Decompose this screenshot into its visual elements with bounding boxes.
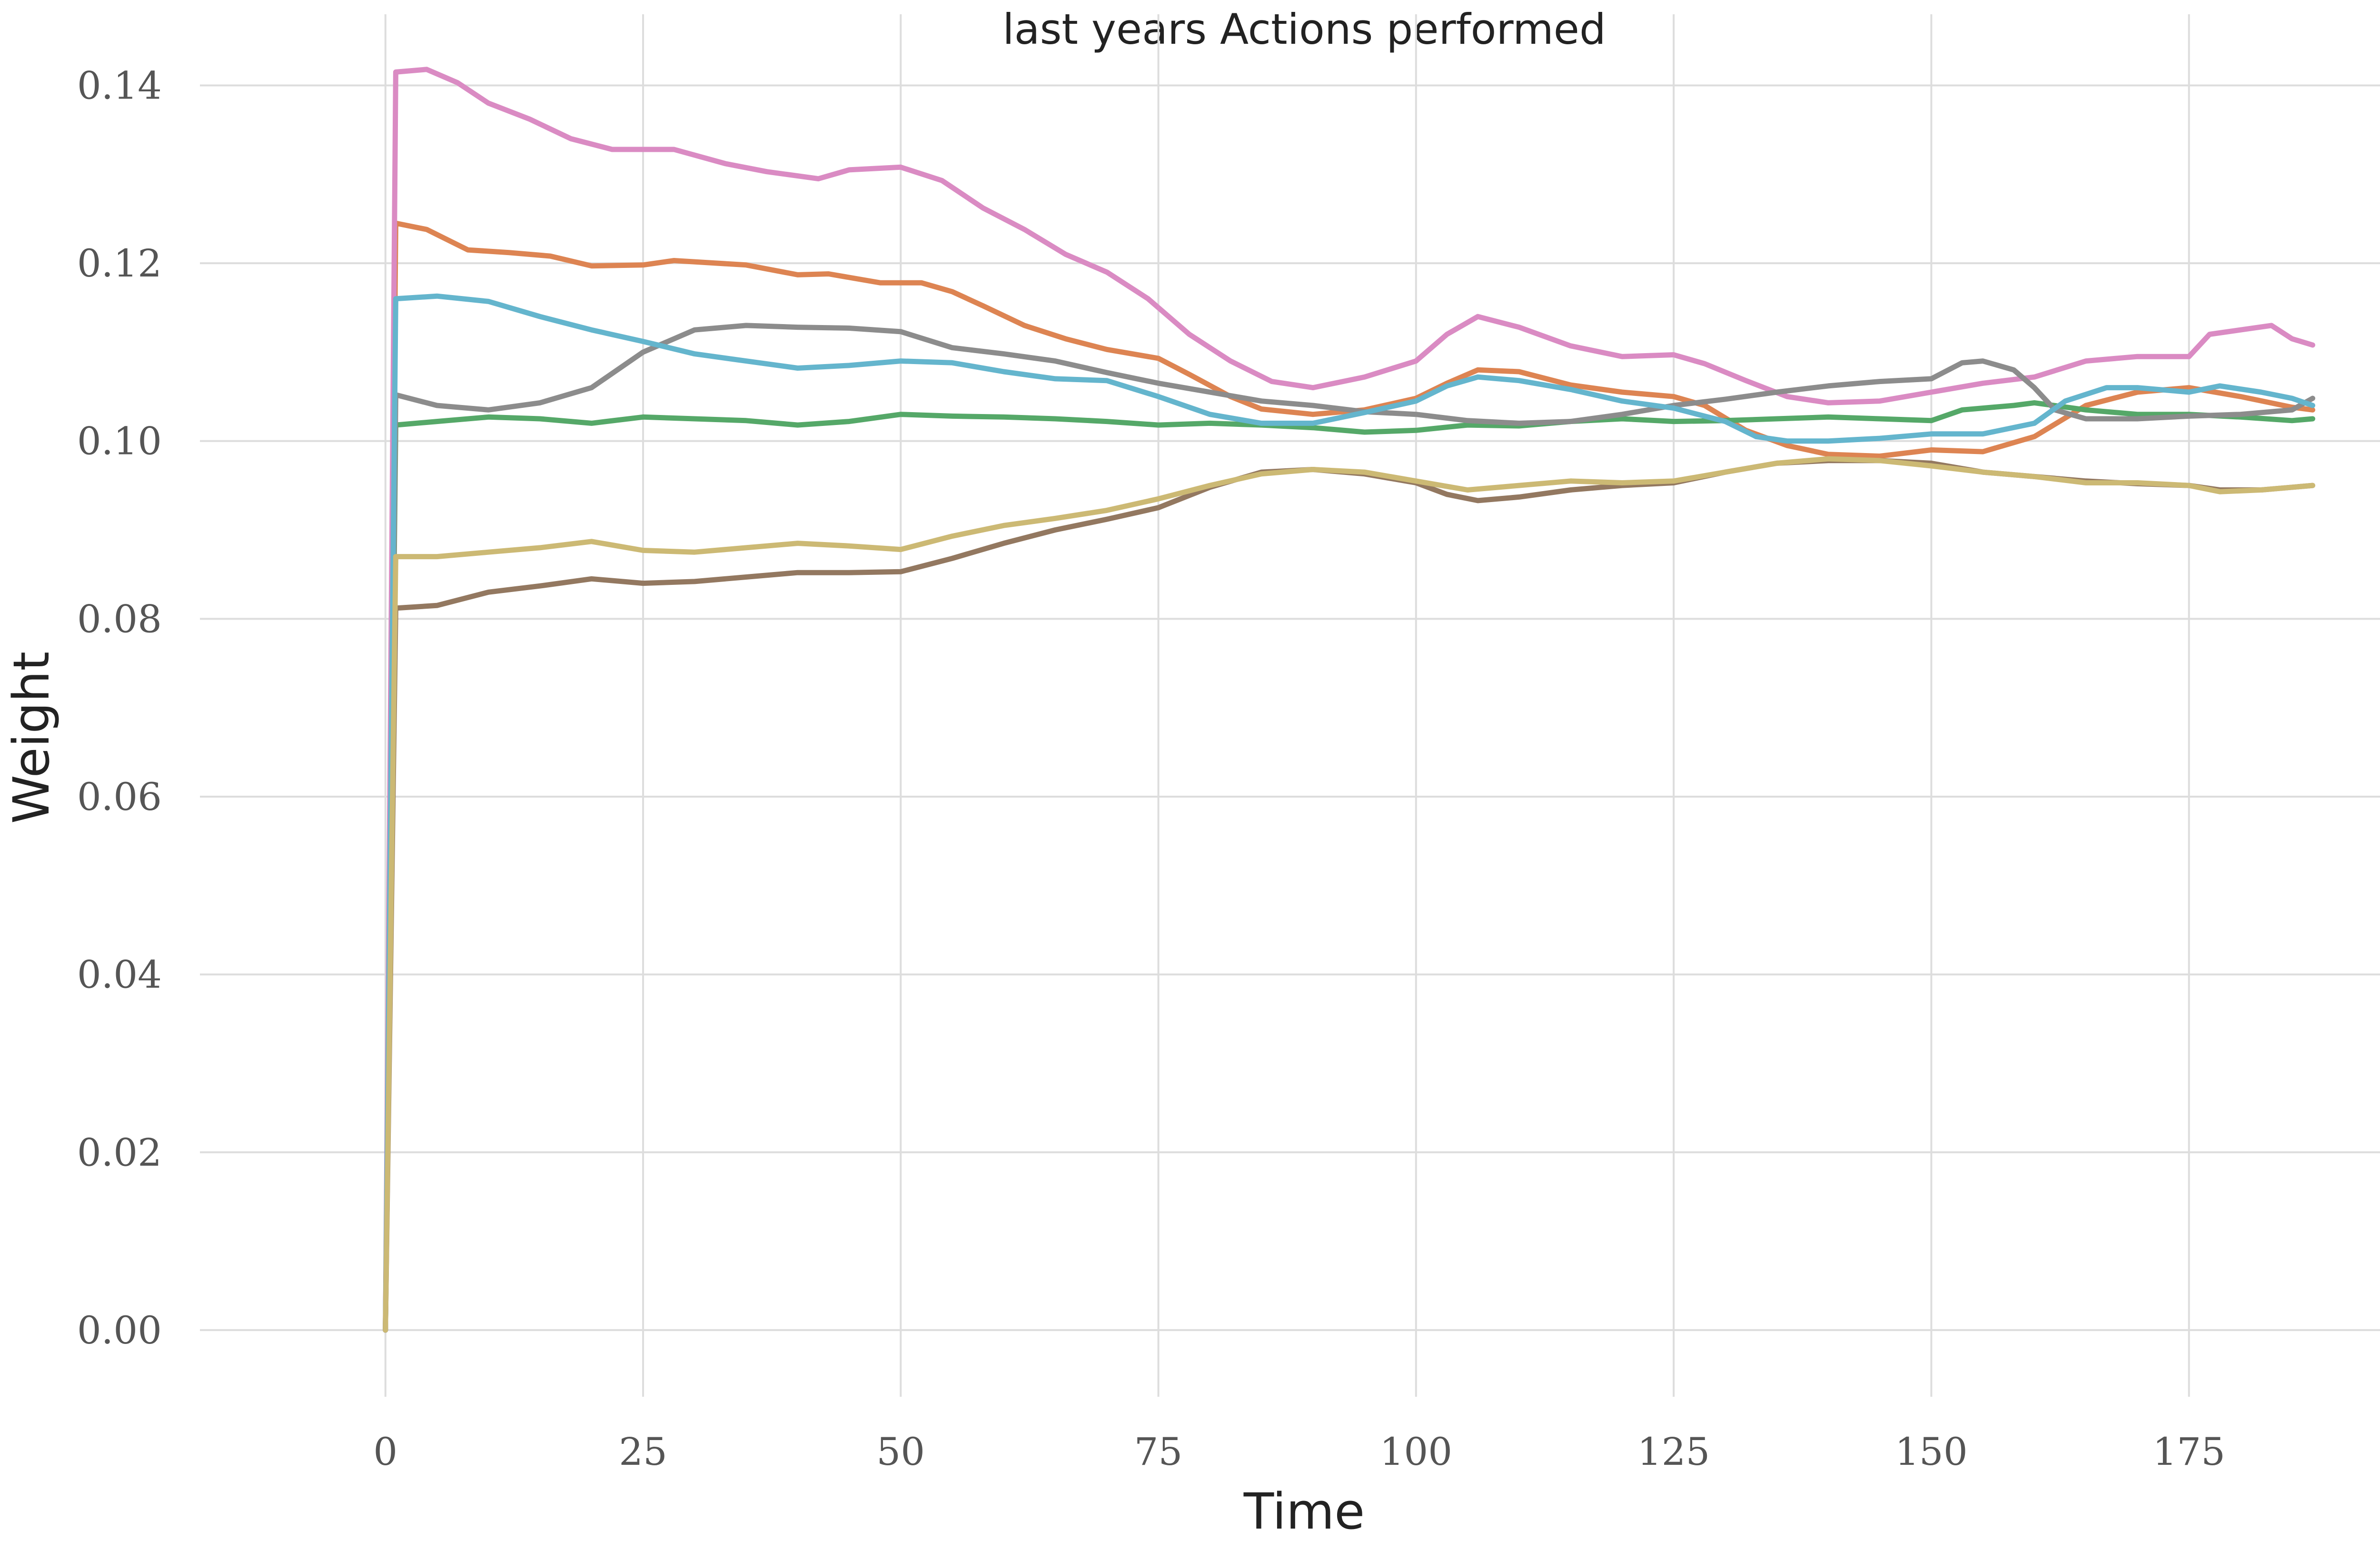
y-tick-label: 0.00 xyxy=(77,1308,162,1353)
series-line-1 xyxy=(383,220,2315,1333)
series-line-4 xyxy=(383,323,2315,1333)
y-axis-ticks: 0.00 0.02 0.04 0.06 0.08 0.10 0.12 0.14 xyxy=(77,63,162,1352)
y-tick-label: 0.06 xyxy=(77,775,162,819)
x-axis-label: Time xyxy=(1243,1482,1365,1540)
x-tick-label: 125 xyxy=(1637,1430,1710,1474)
y-tick-label: 0.02 xyxy=(77,1130,162,1175)
series-line-6 xyxy=(383,458,2315,1333)
x-tick-label: 25 xyxy=(619,1430,667,1474)
y-tick-label: 0.08 xyxy=(77,597,162,641)
y-tick-label: 0.10 xyxy=(77,419,162,464)
series-group xyxy=(383,67,2315,1333)
grid xyxy=(200,14,2380,1397)
y-tick-label: 0.14 xyxy=(77,63,162,108)
series-line-5 xyxy=(383,293,2315,1333)
x-tick-label: 175 xyxy=(2152,1430,2225,1474)
x-tick-label: 150 xyxy=(1895,1430,1968,1474)
series-line-3 xyxy=(383,67,2315,1333)
y-tick-label: 0.04 xyxy=(77,953,162,997)
series-line-7 xyxy=(383,456,2315,1333)
x-tick-label: 75 xyxy=(1134,1430,1183,1474)
x-tick-label: 100 xyxy=(1379,1430,1452,1474)
chart-title: last years Actions performed xyxy=(1002,5,1606,54)
x-axis-ticks: 0 25 50 75 100 125 150 175 xyxy=(373,1430,2225,1474)
y-axis-label: Weight xyxy=(2,652,60,824)
y-tick-label: 0.12 xyxy=(77,241,162,286)
series-line-2 xyxy=(383,400,2315,1333)
x-tick-label: 50 xyxy=(876,1430,925,1474)
x-tick-label: 0 xyxy=(373,1430,397,1474)
